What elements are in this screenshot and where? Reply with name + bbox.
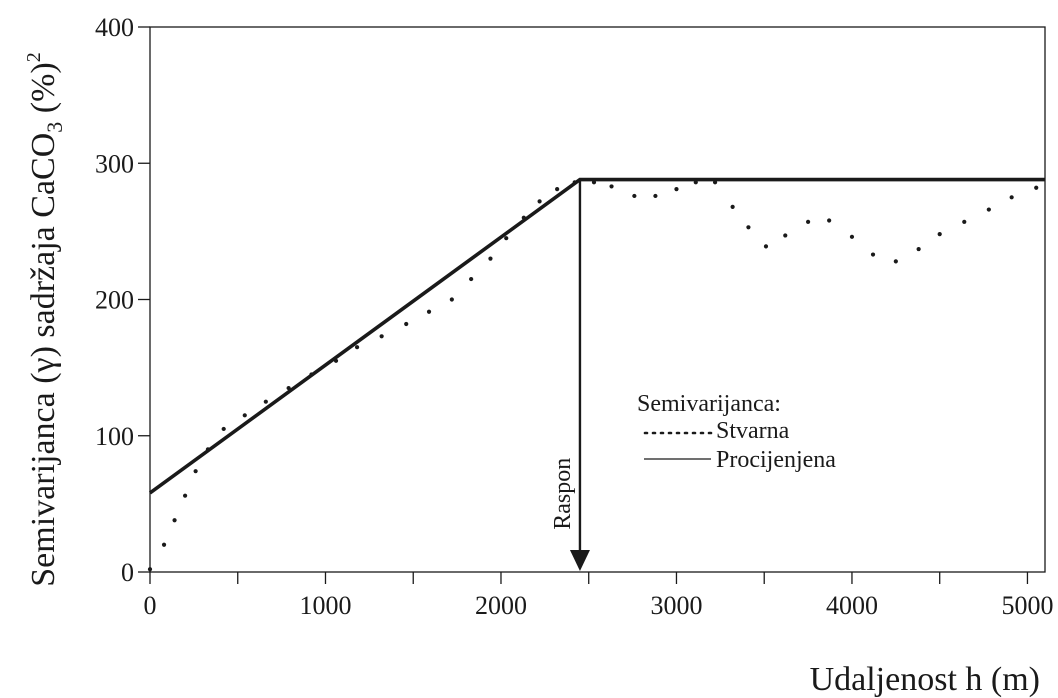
data-point-stvarna [193,469,198,474]
plot-frame [149,26,1046,573]
data-point-stvarna [147,567,153,572]
data-point-stvarna [242,413,247,418]
data-point-stvarna [469,276,474,282]
legend-entry-procijenjena: Procijenjena [716,447,836,473]
data-point-stvarna [572,180,577,185]
y-tick-label: 0 [121,558,134,587]
plot-border [149,26,1046,573]
x-tick-label: 2000 [475,591,527,620]
data-point-stvarna [693,180,698,185]
data-point-stvarna [712,180,718,185]
series-procijenjena-line [148,177,1045,495]
data-point-stvarna [309,372,314,377]
data-point-stvarna [404,321,409,327]
data-point-stvarna [161,542,167,547]
data-point-stvarna [1034,185,1039,190]
data-point-stvarna [354,345,360,350]
data-point-stvarna [172,518,177,523]
data-point-stvarna [263,399,268,404]
range-arrow-head [569,550,590,571]
data-point-stvarna [1009,195,1014,200]
y-tick-label: 300 [95,149,134,178]
legend: Semivarijanca: Stvarna Procijenjena [637,391,836,473]
y-tick-label: 400 [95,13,134,42]
data-point-stvarna [609,184,614,189]
data-point-stvarna [937,232,942,237]
data-point-stvarna [870,252,876,257]
data-point-stvarna [632,193,637,199]
data-point-stvarna [653,193,658,199]
data-point-stvarna [286,385,291,391]
data-point-stvarna [504,236,509,241]
x-tick-label: 3000 [650,591,702,620]
data-point-stvarna [521,215,526,220]
data-point-stvarna [783,233,788,238]
data-point-stvarna [333,358,339,363]
y-tick-label: 100 [95,422,134,451]
range-annotation: Raspon [550,179,590,571]
data-point-stvarna [205,447,211,452]
data-point-stvarna [827,218,832,223]
y-axis-ticks: 0 100 200 300 400 [95,13,150,587]
x-axis-ticks: 0 1000 2000 3000 4000 5000 [144,572,1053,620]
data-point-stvarna [379,334,384,339]
x-tick-label: 0 [144,591,157,620]
range-label: Raspon [550,458,576,530]
x-tick-label: 1000 [299,591,351,620]
data-point-stvarna [449,297,454,302]
y-axis-title-sub: 3 [42,122,67,133]
data-point-stvarna [893,259,898,264]
x-axis-title: Udaljenost h (m) [810,661,1040,698]
data-point-stvarna [182,493,188,498]
data-point-stvarna [537,199,542,204]
data-point-stvarna [805,219,811,224]
data-point-stvarna [763,244,769,249]
data-point-stvarna [591,180,597,185]
y-tick-label: 200 [95,286,134,315]
y-axis-title: Semivarijanca (γ) sadržaja CaCO3 (%)2 [23,52,67,586]
series-stvarna [147,180,1039,572]
data-point-stvarna [674,187,679,192]
data-point-stvarna [488,256,493,261]
legend-entry-stvarna: Stvarna [716,418,790,444]
data-point-stvarna [221,426,226,432]
y-axis-title-main: Semivarijanca (γ) sadržaja CaCO [25,133,62,587]
data-point-stvarna [962,219,967,224]
x-tick-label: 4000 [826,591,878,620]
data-point-stvarna [986,207,991,212]
data-point-stvarna [555,187,560,192]
series-procijenjena [148,177,1045,495]
x-tick-label: 5000 [1001,591,1053,620]
y-axis-title-sup: 2 [23,52,45,62]
data-point-stvarna [916,246,921,252]
data-point-stvarna [730,204,735,209]
data-point-stvarna [426,309,432,314]
legend-title: Semivarijanca: [637,391,781,417]
data-point-stvarna [746,225,751,230]
data-point-stvarna [849,234,855,239]
y-axis-title-tail: (%) [25,62,62,121]
